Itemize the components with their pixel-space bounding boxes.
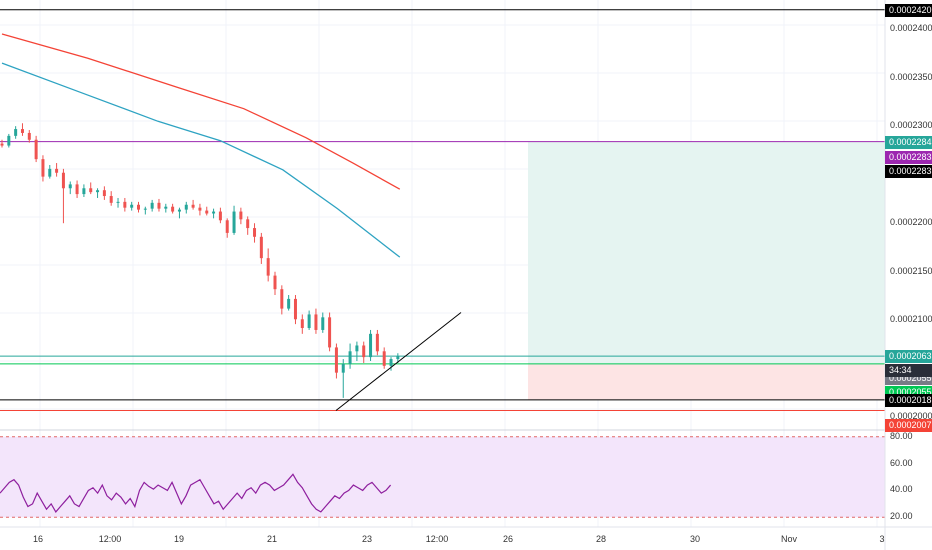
candle-body <box>396 356 400 360</box>
rsi-band <box>0 436 885 518</box>
candle-body <box>89 188 93 193</box>
price-tag: 0.0002283 <box>885 164 932 178</box>
candle-body <box>225 220 229 233</box>
trendline <box>335 312 462 411</box>
candle-body <box>198 207 202 211</box>
candle-body <box>61 172 65 189</box>
candle-body <box>123 201 127 208</box>
price-tag: 0.0002283 <box>885 150 932 164</box>
candle-body <box>287 298 291 309</box>
candle-body <box>375 333 379 352</box>
time-tick-label: 19 <box>173 534 185 544</box>
candle-body <box>150 202 154 209</box>
ma-fast-line <box>1 62 401 258</box>
candle-body <box>328 317 332 348</box>
candle-body <box>7 135 11 146</box>
candle-body <box>130 204 134 208</box>
candle-body <box>314 314 318 330</box>
time-tick-label: 26 <box>502 534 514 544</box>
candle-body <box>293 298 297 320</box>
time-tick-label: 12:00 <box>98 534 122 544</box>
candle-body <box>184 204 188 210</box>
rsi-line <box>0 473 392 513</box>
candle-body <box>239 211 243 220</box>
candle-body <box>259 236 263 259</box>
rsi-tick-label: 20.00 <box>890 511 913 522</box>
rsi-tick-label: 40.00 <box>890 484 913 495</box>
candle-body <box>27 132 31 140</box>
position-stop-zone <box>528 363 885 400</box>
candle-body <box>341 363 345 373</box>
candle-body <box>68 184 72 189</box>
candle-body <box>20 129 24 133</box>
candle-body <box>253 228 257 237</box>
candle-body <box>14 129 18 136</box>
bar-countdown-label: 34:34 <box>885 364 932 378</box>
candle-body <box>157 202 161 209</box>
candle-body <box>171 206 175 212</box>
candle-body <box>355 345 359 352</box>
price-tick-label: 0.0002350 <box>890 71 932 82</box>
time-tick-label: 3 <box>879 534 885 544</box>
candle-body <box>82 188 86 195</box>
price-tick-label: 0.0002100 <box>890 314 932 325</box>
candle-body <box>246 219 250 229</box>
candle-body <box>369 333 373 358</box>
candle-body <box>191 204 195 208</box>
candle-body <box>389 359 393 366</box>
price-tick-label: 0.0002200 <box>890 217 932 228</box>
candle-body <box>96 190 100 193</box>
candle-body <box>280 289 284 309</box>
position-target-zone <box>528 141 885 364</box>
candle-body <box>321 317 325 330</box>
candle-body <box>362 345 366 358</box>
candle-body <box>273 275 277 290</box>
candle-body <box>307 314 311 329</box>
candle-body <box>212 211 216 214</box>
time-tick-label: 23 <box>361 534 373 544</box>
candle-body <box>382 351 386 366</box>
candle-body <box>55 168 59 173</box>
price-tag: 0.0002284 <box>885 135 932 149</box>
time-tick-label: 12:00 <box>425 534 449 544</box>
candle-body <box>116 201 120 203</box>
candle-body <box>75 184 79 195</box>
candle-body <box>348 351 352 364</box>
price-tick-label: 0.0002000 <box>890 411 932 422</box>
candle-body <box>143 208 147 210</box>
price-tag: 0.0002063 <box>885 350 932 364</box>
price-tick-label: 0.0002400 <box>890 23 932 34</box>
candle-body <box>48 168 52 177</box>
candle-body <box>109 196 113 203</box>
candle-body <box>300 319 304 329</box>
candle-body <box>266 258 270 276</box>
price-tick-label: 0.0002300 <box>890 120 932 131</box>
candle-body <box>177 209 181 212</box>
time-tick-label: Nov <box>780 534 798 544</box>
candle-body <box>205 210 209 214</box>
rsi-tick-label: 60.00 <box>890 457 913 468</box>
candle-body <box>41 159 45 177</box>
candle-body <box>0 143 4 146</box>
time-tick-label: 30 <box>689 534 701 544</box>
price-tag: 0.0002007 <box>885 418 932 432</box>
ma-slow-line <box>1 33 401 190</box>
candle-body <box>102 190 106 197</box>
price-tag: 0.0002420 <box>885 3 932 17</box>
candle-body <box>137 204 140 210</box>
candle-body <box>34 139 38 160</box>
candle-body <box>218 211 222 221</box>
price-tag: 0.0002018 <box>885 393 932 407</box>
time-tick-label: 21 <box>266 534 278 544</box>
rsi-tick-label: 80.00 <box>890 430 913 441</box>
time-tick-label: 16 <box>32 534 44 544</box>
price-tick-label: 0.0002150 <box>890 265 932 276</box>
candle-body <box>232 211 236 233</box>
candle-body <box>334 347 338 373</box>
candle-body <box>164 206 168 209</box>
time-tick-label: 28 <box>595 534 607 544</box>
